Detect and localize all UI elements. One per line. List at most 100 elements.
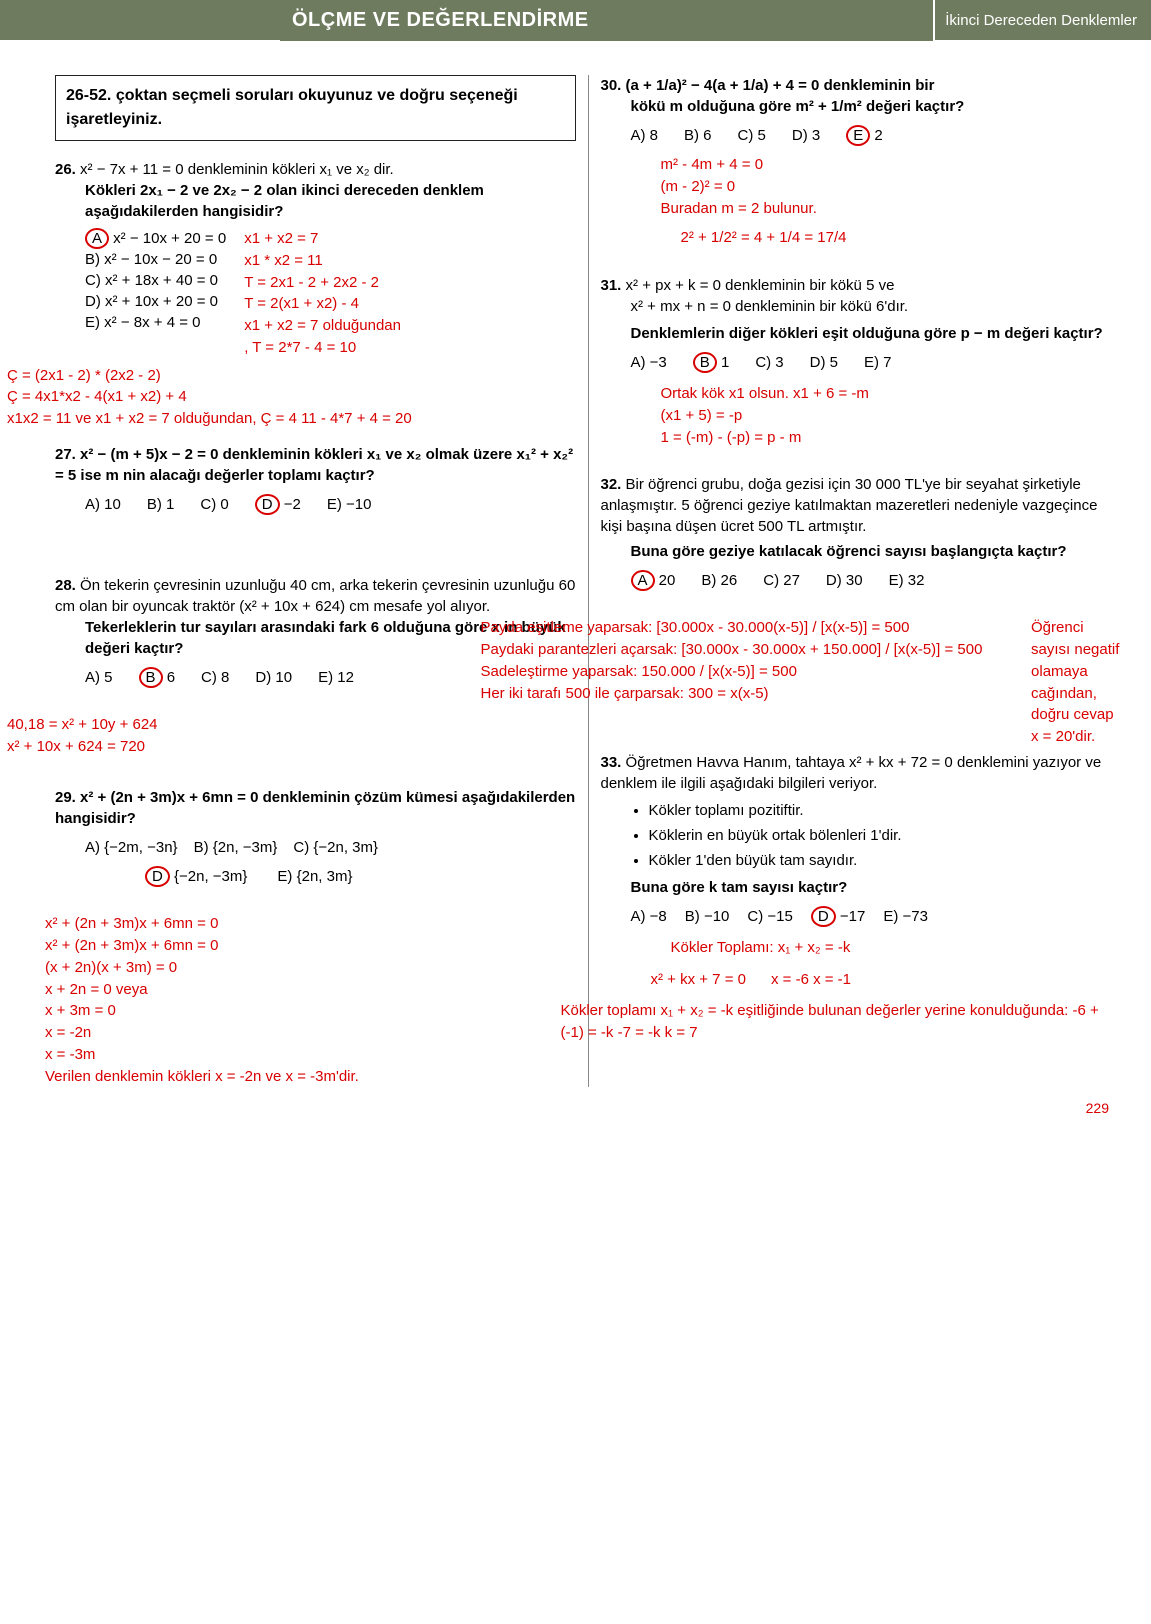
q29-w6: x = -2n [45, 1022, 576, 1044]
question-33: 33. Öğretmen Havva Hanım, tahtaya x² + k… [601, 752, 1122, 1044]
q26-opt-a-mark: A [85, 228, 109, 249]
q32-work: Payda eşitleme yaparsak: [30.000x - 30.0… [481, 617, 1014, 704]
q32-opt-a: 20 [655, 572, 676, 589]
q29-opt-a: A) {−2m, −3n} [85, 837, 178, 858]
q31-w3: 1 = (-m) - (-p) = p - m [661, 427, 1122, 449]
q32-w1: Payda eşitleme yaparsak: [30.000x - 30.0… [481, 617, 1014, 639]
q29-number: 29. [55, 789, 76, 806]
q30-number: 30. [601, 77, 622, 94]
q29-opt-e: E) {2n, 3m} [277, 866, 352, 887]
q29-w4: x + 2n = 0 veya [45, 979, 576, 1001]
q26-number: 26. [55, 161, 76, 178]
q32-work-side: Öğrenci sayısı negatif olamaya cağından,… [1031, 617, 1121, 748]
q31-line2: x² + mx + n = 0 denkleminin bir kökü 6'd… [631, 296, 1122, 317]
q33-opt-c: C) −15 [747, 906, 792, 927]
q30-w1: m² - 4m + 4 = 0 [661, 154, 1122, 176]
header-left-block [0, 0, 280, 40]
q32-w4: Her iki tarafı 500 ile çarparsak: 300 = … [481, 683, 1014, 705]
q29-w1: x² + (2n + 3m)x + 6mn = 0 [45, 913, 576, 935]
q33-line2: Buna göre k tam sayısı kaçtır? [631, 877, 1122, 898]
instruction-box: 26-52. çoktan seçmeli soruları okuyunuz … [55, 75, 576, 141]
q29-opt-c: C) {−2n, 3m} [293, 837, 378, 858]
q26-opt-a: x² − 10x + 20 = 0 [109, 230, 226, 247]
q31-opt-a: A) −3 [631, 352, 667, 373]
q31-line3: Denklemlerin diğer kökleri eşit olduğuna… [631, 323, 1122, 344]
q26-w8: Ç = 4x1*x2 - 4(x1 + x2) + 4 [7, 386, 576, 408]
q30-w3: Buradan m = 2 bulunur. [661, 198, 1122, 220]
q30-w4: 2² + 1/2² = 4 + 1/4 = 17/4 [681, 227, 1122, 249]
q28-opt-c: C) 8 [201, 667, 229, 688]
question-26: 26. x² − 7x + 11 = 0 denkleminin kökleri… [55, 159, 576, 359]
q31-w2: (x1 + 5) = -p [661, 405, 1122, 427]
q29-w8: Verilen denklemin kökleri x = -2n ve x =… [45, 1066, 576, 1088]
q31-opt-e: E) 7 [864, 352, 892, 373]
q26-opt-c: C) x² + 18x + 40 = 0 [85, 270, 226, 291]
q32-opt-a-mark: A [631, 570, 655, 591]
q31-work: Ortak kök x1 olsun. x1 + 6 = -m (x1 + 5)… [661, 383, 1122, 448]
q26-w5: x1 + x2 = 7 olduğundan [244, 315, 401, 337]
q29-w2: x² + (2n + 3m)x + 6mn = 0 [45, 935, 576, 957]
q32-opt-e: E) 32 [889, 570, 925, 591]
q33-w4: Kökler toplamı x₁ + x₂ = -k eşitliğinde … [561, 1000, 1122, 1044]
q26-line2: Kökleri 2x₁ − 2 ve 2x₂ − 2 olan ikinci d… [85, 180, 576, 222]
q31-number: 31. [601, 277, 622, 294]
q30-opt-c: C) 5 [738, 125, 766, 146]
q26-w9: x1x2 = 11 ve x1 + x2 = 7 olduğundan, Ç =… [7, 408, 576, 430]
q27-opt-b: B) 1 [147, 494, 175, 515]
q27-number: 27. [55, 446, 76, 463]
q26-options-col: A x² − 10x + 20 = 0 B) x² − 10x − 20 = 0… [85, 228, 226, 333]
q30-opt-e: 2 [870, 127, 883, 144]
q32-opt-b: B) 26 [701, 570, 737, 591]
q28-line1: Ön tekerin çevresinin uzunluğu 40 cm, ar… [55, 577, 575, 615]
q30-opt-b: B) 6 [684, 125, 712, 146]
q31-opt-d: D) 5 [810, 352, 838, 373]
column-divider [588, 75, 589, 1087]
q32-opt-d: D) 30 [826, 570, 863, 591]
q33-w2: x² + kx + 7 = 0 [651, 971, 746, 988]
q30-work: m² - 4m + 4 = 0 (m - 2)² = 0 Buradan m =… [661, 154, 1122, 249]
q30-opt-a: A) 8 [631, 125, 659, 146]
q27-opt-c: C) 0 [200, 494, 228, 515]
q27-opt-d-mark: D [255, 494, 280, 515]
q29-w7: x = -3m [45, 1044, 576, 1066]
q28-opt-e: E) 12 [318, 667, 354, 688]
page-header: ÖLÇME VE DEĞERLENDİRME İkinci Dereceden … [0, 0, 1151, 40]
q29-w3: (x + 2n)(x + 3m) = 0 [45, 957, 576, 979]
q26-opt-d: D) x² + 10x + 20 = 0 [85, 291, 226, 312]
q31-opt-c: C) 3 [755, 352, 783, 373]
q26-line1: x² − 7x + 11 = 0 denkleminin kökleri x₁ … [80, 161, 394, 178]
q28-number: 28. [55, 577, 76, 594]
q33-b3: Kökler 1'den büyük tam sayıdır. [649, 850, 1122, 871]
q30-line1: (a + 1/a)² − 4(a + 1/a) + 4 = 0 denklemi… [626, 77, 935, 94]
q33-opt-a: A) −8 [631, 906, 667, 927]
q33-w3: x = -6 x = -1 [771, 971, 851, 988]
q30-opt-d: D) 3 [792, 125, 820, 146]
q26-w7: Ç = (2x1 - 2) * (2x2 - 2) [7, 365, 576, 387]
q31-line1: x² + px + k = 0 denkleminin bir kökü 5 v… [626, 277, 895, 294]
q29-text: x² + (2n + 3m)x + 6mn = 0 denkleminin çö… [55, 789, 575, 827]
q32-w3: Sadeleştirme yaparsak: 150.000 / [x(x-5)… [481, 661, 1014, 683]
q26-opt-b: B) x² − 10x − 20 = 0 [85, 249, 226, 270]
question-29: 29. x² + (2n + 3m)x + 6mn = 0 denklemini… [55, 787, 576, 887]
q28-opt-a: A) 5 [85, 667, 113, 688]
q26-w3: T = 2x1 - 2 + 2x2 - 2 [244, 272, 401, 294]
question-30: 30. (a + 1/a)² − 4(a + 1/a) + 4 = 0 denk… [601, 75, 1122, 249]
page-number: 229 [0, 1099, 1151, 1135]
q30-line2: kökü m olduğuna göre m² + 1/m² değeri ka… [631, 96, 1122, 117]
q33-opt-d: −17 [836, 908, 866, 925]
q32-w2: Paydaki parantezleri açarsak: [30.000x -… [481, 639, 1014, 661]
q26-opt-e: E) x² − 8x + 4 = 0 [85, 312, 226, 333]
q33-b1: Kökler toplamı pozitiftir. [649, 800, 1122, 821]
q29-opt-d-mark: D [145, 866, 170, 887]
question-27: 27. x² − (m + 5)x − 2 = 0 denkleminin kö… [55, 444, 576, 515]
q27-opt-d: −2 [280, 496, 301, 513]
q32-number: 32. [601, 476, 622, 493]
q27-text: x² − (m + 5)x − 2 = 0 denkleminin kökler… [55, 446, 573, 484]
page-body: 26-52. çoktan seçmeli soruları okuyunuz … [0, 40, 1151, 1099]
q26-w1: x1 + x2 = 7 [244, 228, 401, 250]
q31-opt-b-mark: B [693, 352, 717, 373]
q33-work1: Kökler Toplamı: x₁ + x₂ = -k [671, 937, 1122, 959]
q29-work: x² + (2n + 3m)x + 6mn = 0 x² + (2n + 3m)… [45, 913, 576, 1087]
q28-opt-b: 6 [163, 669, 176, 686]
q32-line2: Buna göre geziye katılacak öğrenci sayıs… [631, 541, 1122, 562]
